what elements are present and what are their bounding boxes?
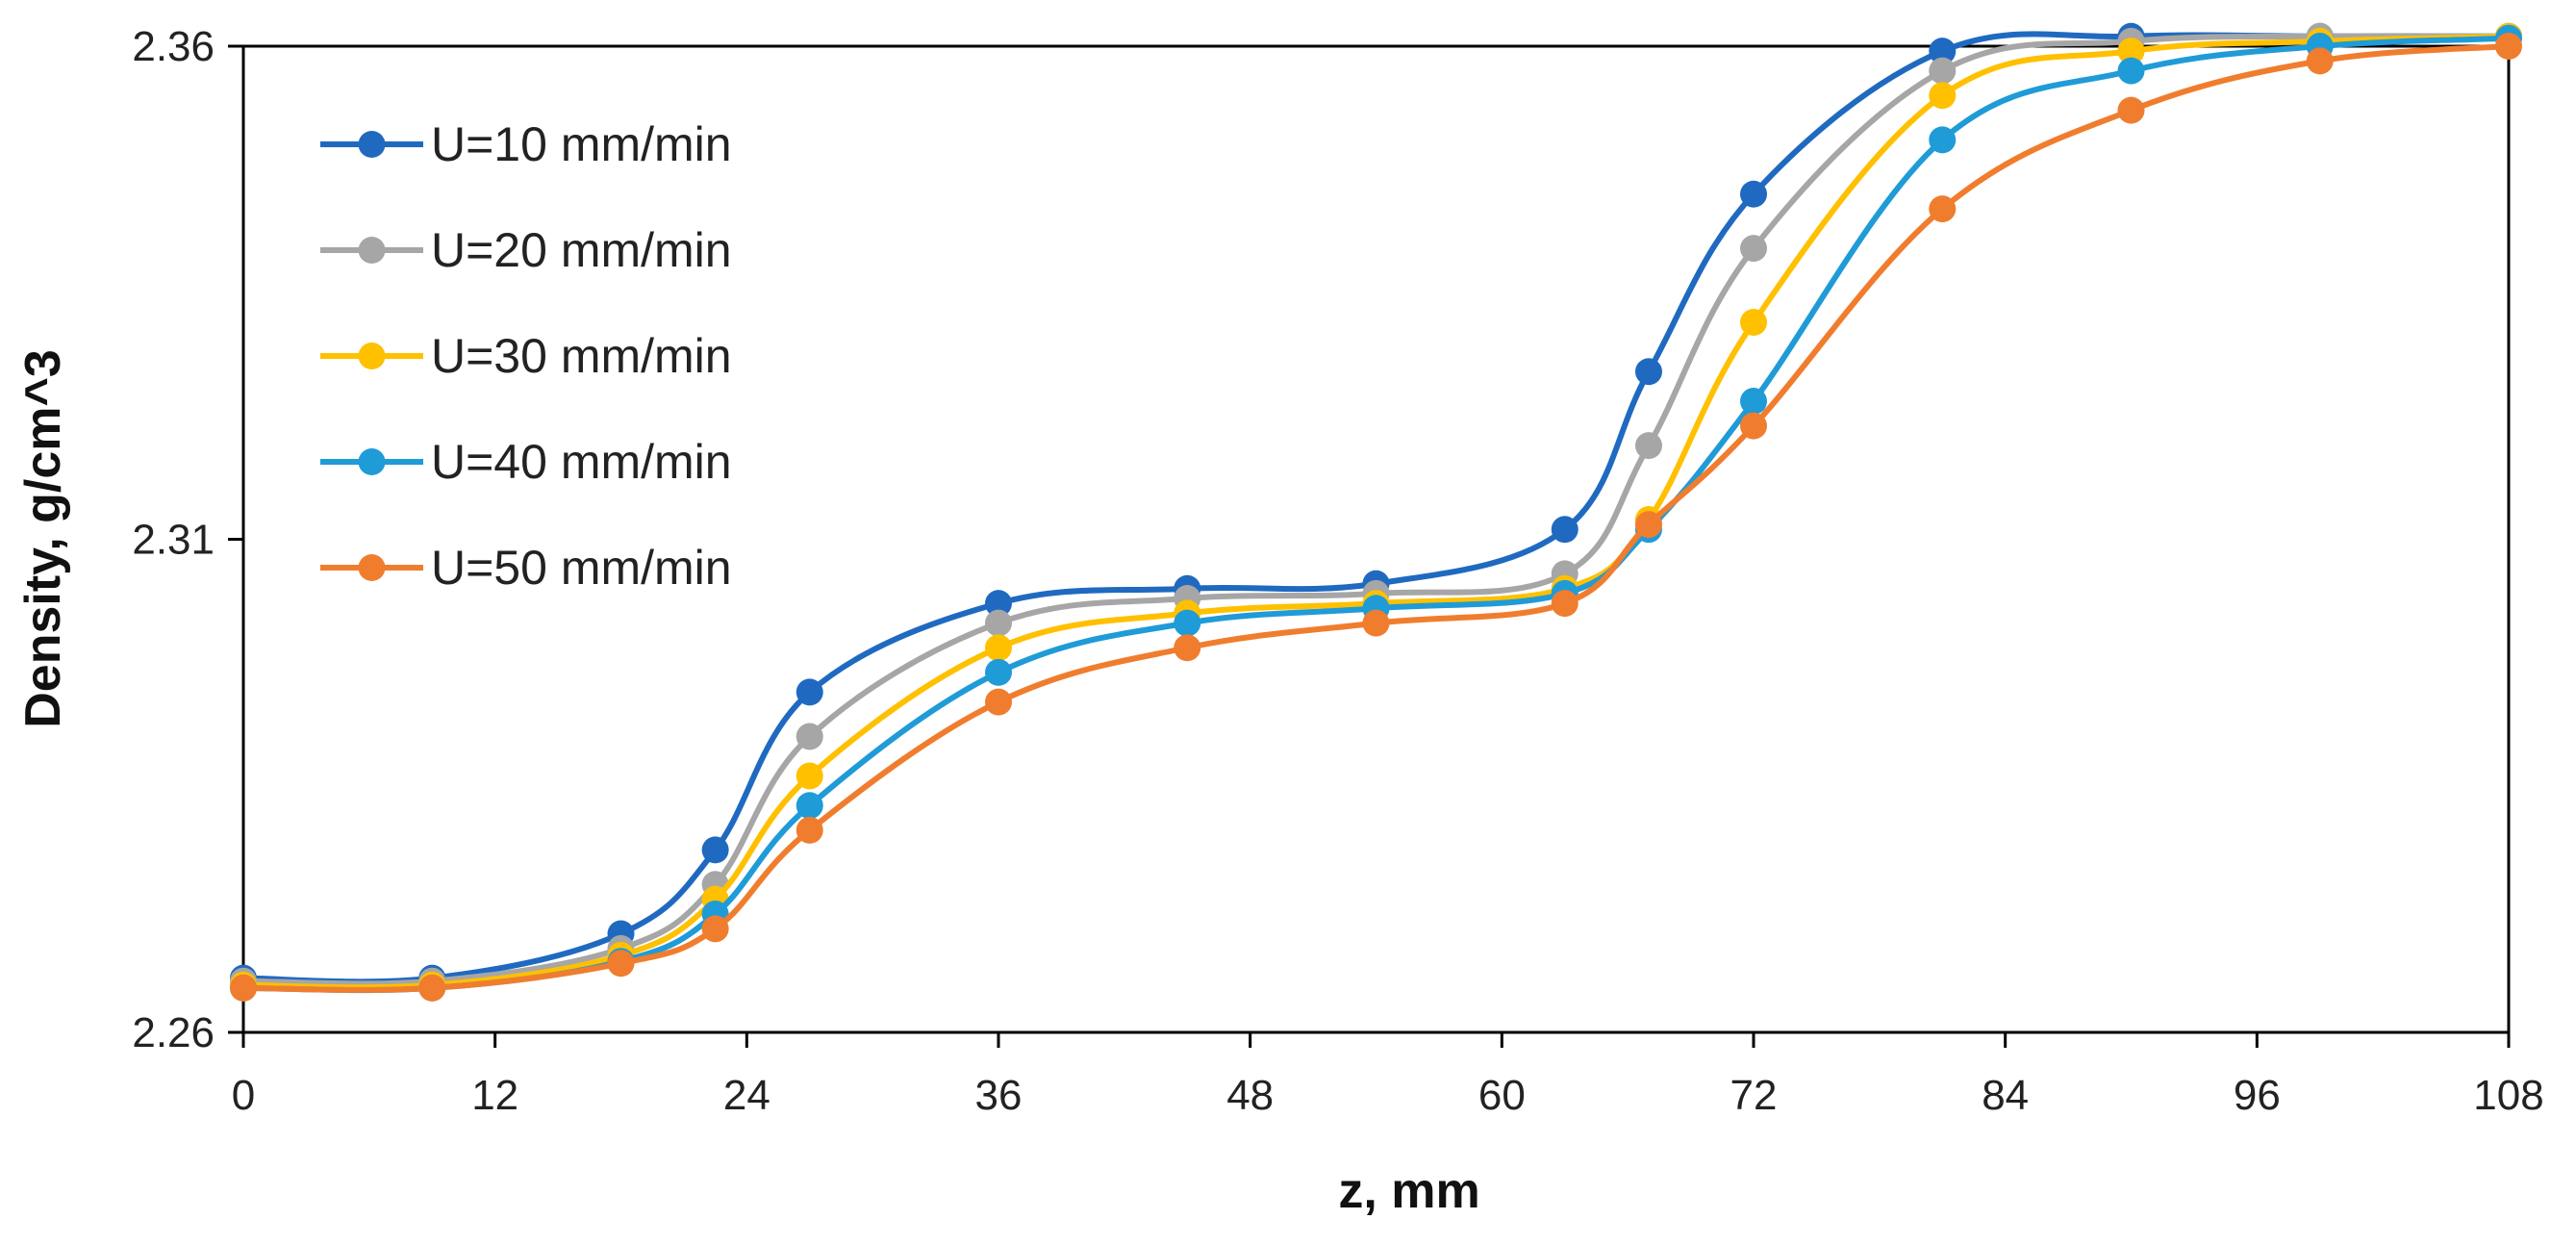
legend-label: U=30 mm/min [431, 329, 732, 383]
series-line [242, 35, 2510, 994]
data-point [1740, 235, 1767, 263]
legend-item: U=20 mm/min [320, 223, 732, 277]
series-line [242, 33, 2510, 991]
x-tick-label: 0 [232, 1072, 255, 1119]
data-point [1634, 511, 1662, 539]
data-point [2495, 33, 2522, 60]
series-line [242, 33, 2510, 987]
data-point [1740, 412, 1767, 440]
data-point [2117, 57, 2145, 85]
data-point [796, 792, 823, 820]
series-5 [230, 33, 2522, 1002]
data-point [1634, 432, 1662, 460]
series-3 [230, 22, 2522, 999]
data-point [1929, 38, 1957, 65]
data-point [1740, 180, 1767, 208]
data-point [2117, 38, 2145, 65]
y-tick-label: 2.31 [132, 517, 215, 564]
data-point [1174, 634, 1201, 662]
legend-label: U=10 mm/min [431, 117, 732, 171]
data-point [230, 974, 257, 1002]
data-point [1929, 57, 1957, 85]
data-point [1929, 195, 1957, 223]
data-point [796, 723, 823, 750]
series-line [242, 43, 2510, 993]
data-point [985, 590, 1012, 618]
data-point [796, 678, 823, 706]
y-tick-label: 2.36 [132, 23, 215, 70]
series-4 [230, 24, 2522, 1002]
series-layer [230, 22, 2522, 1002]
data-point [1174, 609, 1201, 637]
data-point [985, 688, 1012, 716]
data-point [796, 762, 823, 790]
x-tick-label: 84 [1982, 1072, 2029, 1119]
data-point [985, 634, 1012, 662]
legend-marker [358, 343, 386, 369]
data-point [2117, 96, 2145, 124]
legend-label: U=40 mm/min [431, 435, 732, 489]
legend-label: U=50 mm/min [431, 541, 732, 595]
legend-marker [358, 448, 386, 475]
data-point [1634, 358, 1662, 386]
data-point [2306, 47, 2334, 75]
legend-marker [358, 554, 386, 581]
x-tick-label: 72 [1730, 1072, 1778, 1119]
series-line [242, 31, 2509, 985]
x-tick-label: 24 [723, 1072, 770, 1119]
x-tick-label: 108 [2473, 1072, 2543, 1119]
x-axis-title: z, mm [1338, 1163, 1479, 1219]
data-point [1740, 309, 1767, 336]
x-axis-ticks: 0 12 24 36 48 60 72 84 96 108 [232, 1032, 2544, 1119]
legend-marker [358, 131, 386, 158]
x-tick-label: 36 [975, 1072, 1023, 1119]
plot-frame [241, 44, 2511, 1034]
legend-item: U=10 mm/min [320, 117, 732, 171]
data-point [701, 836, 729, 864]
legend-label: U=20 mm/min [431, 223, 732, 277]
legend: U=10 mm/min U=20 mm/min U=30 mm/min U=40 mm… [320, 117, 732, 595]
data-point [1551, 516, 1578, 544]
x-tick-label: 12 [471, 1072, 518, 1119]
x-tick-label: 60 [1478, 1072, 1526, 1119]
y-axis-ticks: 2.26 2.31 2.36 [132, 23, 243, 1056]
x-tick-label: 96 [2234, 1072, 2281, 1119]
legend-item: U=50 mm/min [320, 541, 732, 595]
x-tick-label: 48 [1226, 1072, 1274, 1119]
legend-marker [358, 237, 386, 264]
data-point [985, 658, 1012, 686]
data-point [607, 950, 635, 978]
data-point [1929, 82, 1957, 110]
y-axis-title: Density, g/cm^3 [15, 349, 71, 728]
legend-item: U=30 mm/min [320, 329, 732, 383]
data-point [796, 816, 823, 844]
data-point [1551, 590, 1578, 618]
plot-area-border [241, 44, 2511, 1034]
data-point [701, 915, 729, 943]
data-point [985, 609, 1012, 637]
data-point [1740, 388, 1767, 415]
legend-item: U=40 mm/min [320, 435, 732, 489]
data-point [1362, 609, 1390, 637]
y-tick-label: 2.26 [132, 1009, 215, 1056]
data-point [1929, 126, 1957, 154]
data-point [418, 974, 446, 1002]
